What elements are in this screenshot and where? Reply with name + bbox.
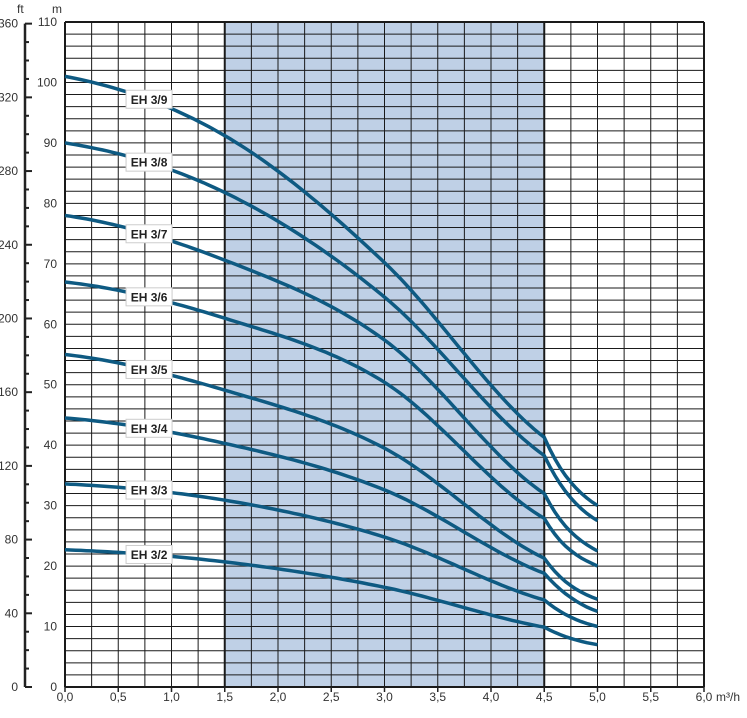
curve-label: EH 3/3 bbox=[131, 484, 168, 498]
curve-label: EH 3/5 bbox=[131, 363, 168, 377]
ft-tick-label: 160 bbox=[0, 385, 18, 399]
x-tick-label: 6,0 bbox=[696, 690, 713, 704]
ft-tick-label: 0 bbox=[11, 680, 18, 694]
y-tick-label: 50 bbox=[44, 378, 58, 392]
y-tick-label: 70 bbox=[44, 257, 58, 271]
x-axis-label: m³/h bbox=[716, 690, 740, 704]
ft-tick-label: 280 bbox=[0, 164, 18, 178]
x-tick-label: 0,0 bbox=[57, 690, 74, 704]
x-tick-label: 1,5 bbox=[216, 690, 233, 704]
x-tick-label: 3,5 bbox=[429, 690, 446, 704]
curve-label-box bbox=[125, 418, 173, 438]
ft-tick-label: 240 bbox=[0, 238, 18, 252]
curve-label: EH 3/6 bbox=[131, 290, 168, 304]
y-tick-label: 90 bbox=[44, 136, 58, 150]
ft-tick-label: 200 bbox=[0, 311, 18, 325]
y-tick-label: 0 bbox=[50, 680, 57, 694]
x-tick-label: 0,5 bbox=[110, 690, 127, 704]
curve-labels: EH 3/9 EH 3/8 EH 3/7 EH 3/6 EH 3/5 EH 3/4 EH 3… bbox=[125, 89, 173, 564]
y-tick-label: 60 bbox=[44, 317, 58, 331]
curve-label-box bbox=[125, 544, 173, 564]
curve-label-box bbox=[125, 359, 173, 379]
curve-label: EH 3/2 bbox=[131, 548, 168, 562]
curve-label-box bbox=[125, 287, 173, 307]
curve-label: EH 3/7 bbox=[131, 227, 168, 241]
x-tick-label: 2,0 bbox=[270, 690, 287, 704]
curve-label-box bbox=[125, 224, 173, 244]
x-tick-label: 1,0 bbox=[163, 690, 180, 704]
curve-label-box bbox=[125, 89, 173, 109]
ft-tick-label: 320 bbox=[0, 90, 18, 104]
ft-tick-label: 120 bbox=[0, 459, 18, 473]
x-tick-label: 3,0 bbox=[376, 690, 393, 704]
y-tick-label: 110 bbox=[38, 15, 57, 29]
ft-tick-label: 360 bbox=[0, 17, 18, 31]
y-axis-label-ft: ft bbox=[17, 2, 24, 16]
y-tick-label: 20 bbox=[44, 559, 58, 573]
curve-label: EH 3/4 bbox=[131, 422, 168, 436]
y-tick-label: 80 bbox=[44, 196, 58, 210]
y-axis-label-m: m bbox=[52, 2, 62, 16]
axes: 0,0 0,5 1,0 1,5 2,0 2,5 3,0 3,5 4,0 4,5 5,0 5,5 6,0 0… bbox=[0, 15, 713, 704]
y-tick-label: 100 bbox=[37, 75, 57, 89]
ft-tick-label: 40 bbox=[5, 606, 19, 620]
ft-tick-label: 80 bbox=[5, 533, 19, 547]
curve-label-box bbox=[125, 480, 173, 500]
x-tick-label: 5,5 bbox=[642, 690, 659, 704]
x-tick-label: 5,0 bbox=[589, 690, 606, 704]
y-tick-label: 30 bbox=[44, 499, 58, 513]
curve-label: EH 3/8 bbox=[131, 156, 168, 170]
curve-label: EH 3/9 bbox=[131, 93, 168, 107]
x-tick-label: 4,0 bbox=[483, 690, 500, 704]
x-tick-label: 4,5 bbox=[536, 690, 553, 704]
curve-label-box bbox=[125, 152, 173, 172]
x-tick-label: 2,5 bbox=[323, 690, 340, 704]
y-tick-label: 40 bbox=[44, 438, 58, 452]
y-tick-label: 10 bbox=[44, 620, 58, 634]
